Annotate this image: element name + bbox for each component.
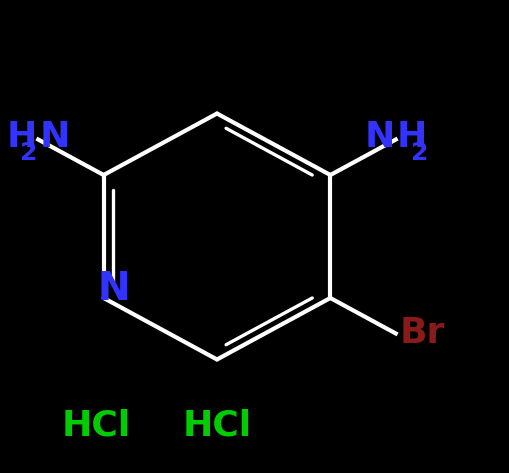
Text: N: N	[97, 270, 130, 307]
Text: 2: 2	[411, 141, 428, 165]
Text: N: N	[364, 120, 395, 154]
Text: HCl: HCl	[182, 409, 251, 443]
Text: H: H	[397, 120, 427, 154]
Text: N: N	[39, 120, 70, 154]
Text: H: H	[7, 120, 37, 154]
Text: Br: Br	[400, 316, 445, 350]
Text: 2: 2	[20, 141, 37, 165]
Text: HCl: HCl	[62, 409, 131, 443]
